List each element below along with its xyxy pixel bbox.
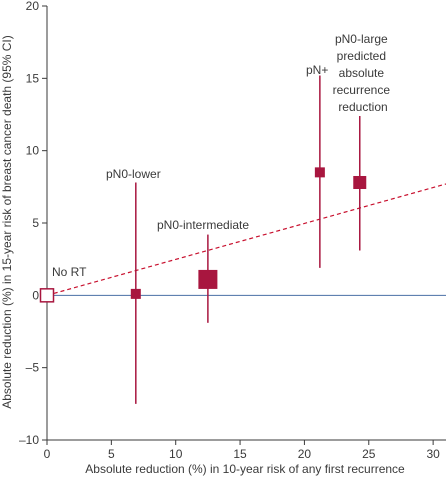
point-label-pn0-large-line: absolute <box>339 66 385 80</box>
x-tick-label: 15 <box>233 447 247 461</box>
x-axis-title: Absolute reduction (%) in 10-year risk o… <box>85 462 405 476</box>
y-axis-title: Absolute reduction (%) in 15-year risk o… <box>0 35 14 409</box>
x-tick-label: 20 <box>298 447 312 461</box>
point-label-no-rt: No RT <box>52 265 87 279</box>
x-tick-label: 5 <box>108 447 115 461</box>
point-label-pn0-large: pN0-large predicted absolute recurrence … <box>333 32 394 114</box>
y-tick-label: 10 <box>26 144 40 158</box>
ci-layer <box>135 75 361 404</box>
point-label-pn0-lower: pN0-lower <box>106 167 161 181</box>
data-point <box>39 288 55 303</box>
x-tick-label: 30 <box>426 447 440 461</box>
trend-line <box>46 183 446 296</box>
point-label-pn0-large-line: pN0-large <box>335 32 388 46</box>
x-tick-label: 0 <box>44 447 51 461</box>
x-tick-label: 10 <box>169 447 183 461</box>
data-point <box>314 167 325 178</box>
marker-layer <box>39 167 367 303</box>
y-tick-label: –5 <box>26 361 40 375</box>
point-label-pn0-large-line: reduction <box>338 100 387 114</box>
y-tick-label: 0 <box>32 288 39 302</box>
grid-layer: –10 –5 0 5 10 15 20 0 5 10 15 20 25 30 <box>19 0 446 461</box>
point-label-pn-plus: pN+ <box>306 63 328 77</box>
y-tick-label: 20 <box>26 0 40 13</box>
point-label-pn0-large-line: predicted <box>337 49 386 63</box>
data-point <box>130 288 141 299</box>
data-point <box>353 175 367 189</box>
point-label-pn0-large-line: recurrence <box>333 83 391 97</box>
y-tick-label: –10 <box>19 433 39 447</box>
x-tick-label: 25 <box>362 447 376 461</box>
data-point <box>198 269 218 289</box>
point-label-pn0-intermediate: pN0-intermediate <box>157 218 249 232</box>
y-tick-label: 5 <box>32 216 39 230</box>
y-tick-label: 15 <box>26 71 40 85</box>
